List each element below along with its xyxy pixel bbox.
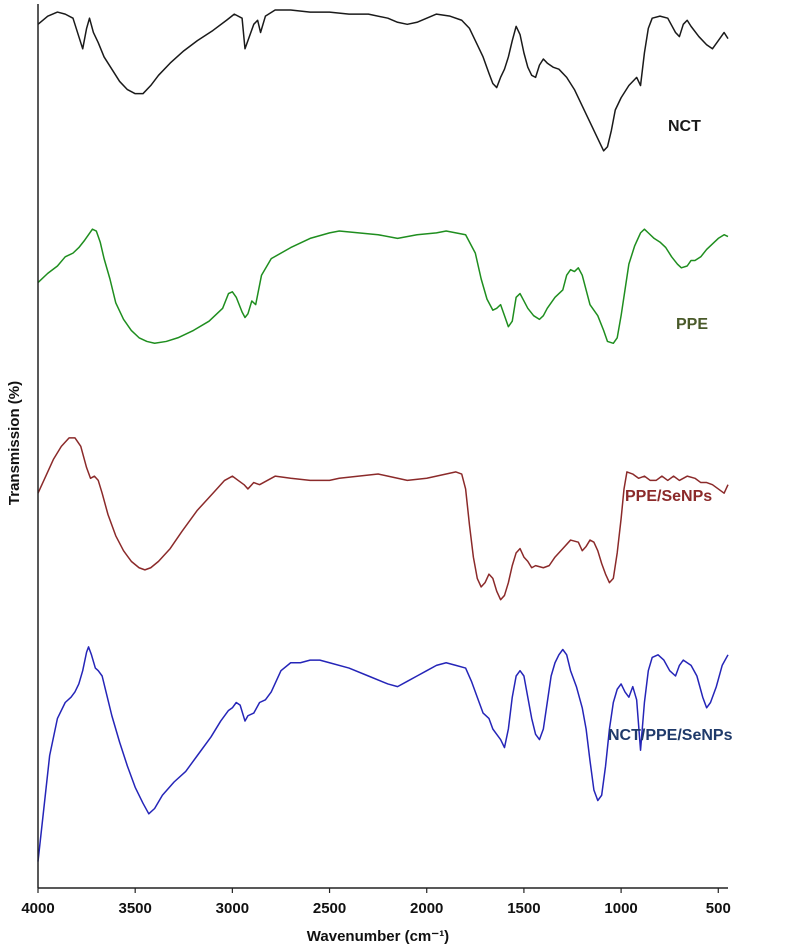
series-line-ppe xyxy=(37,228,729,345)
series-line-nct xyxy=(37,9,729,152)
x-tick-label-1000: 1000 xyxy=(604,900,637,917)
x-tick-label-3000: 3000 xyxy=(216,900,249,917)
x-tick-label-3500: 3500 xyxy=(118,900,151,917)
y-axis-title: Transmission (%) xyxy=(6,381,23,505)
x-axis-title: Wavenumber (cm⁻¹) xyxy=(307,928,449,945)
series-line-ppe-senps xyxy=(37,437,729,601)
x-tick-label-2500: 2500 xyxy=(313,900,346,917)
series-line-nct-ppe-senps xyxy=(37,646,729,862)
series-label-ppe: PPE xyxy=(676,316,708,333)
series-labels: NCT PPE PPE/SeNPs NCT/PPE/SeNPs xyxy=(608,118,733,744)
series-label-nct: NCT xyxy=(668,118,701,135)
x-tick-label-500: 500 xyxy=(706,900,731,917)
x-tick-label-2000: 2000 xyxy=(410,900,443,917)
x-tick-label-1500: 1500 xyxy=(507,900,540,917)
x-tick-label-4000: 4000 xyxy=(21,900,54,917)
series-label-ppe-senps: PPE/SeNPs xyxy=(625,488,712,505)
axes: 4000 3500 3000 2500 2000 1500 1000 500 Wavenumbe… xyxy=(6,4,731,945)
series-label-nct-ppe-senps: NCT/PPE/SeNPs xyxy=(608,727,733,744)
plot-area xyxy=(37,9,729,862)
